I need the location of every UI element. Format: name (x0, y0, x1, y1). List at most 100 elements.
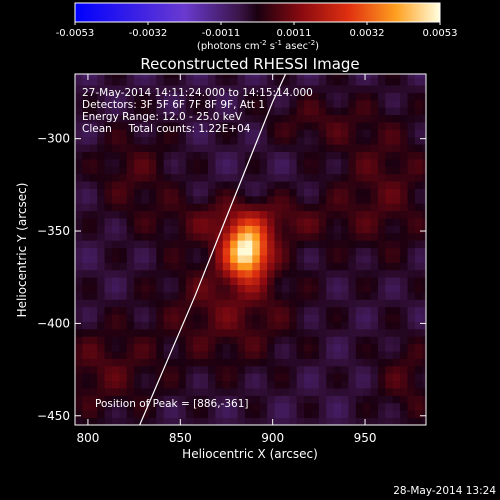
heatmap-cell (252, 373, 261, 382)
heatmap-cell (222, 284, 231, 293)
heatmap-cell (274, 328, 283, 337)
heatmap-cell (422, 85, 426, 93)
heatmap-cell (400, 173, 408, 182)
heatmap-cell (119, 92, 128, 101)
heatmap-cell (348, 107, 357, 116)
heatmap-cell (289, 85, 298, 93)
heatmap-cell (126, 188, 135, 197)
heatmap-cell (208, 240, 216, 249)
heatmap-cell (289, 136, 298, 145)
heatmap-cell (244, 225, 253, 234)
heatmap-cell (215, 328, 224, 337)
heatmap-cell (222, 262, 231, 271)
heatmap-cell (274, 210, 283, 219)
heatmap-cell (318, 232, 327, 241)
heatmap-cell (119, 299, 128, 308)
heatmap-cell (400, 380, 408, 389)
heatmap-cell (215, 291, 224, 300)
heatmap-cell (97, 144, 105, 152)
heatmap-cell (89, 181, 98, 189)
heatmap-cell (222, 277, 231, 285)
heatmap-cell (422, 92, 426, 101)
heatmap-cell (82, 351, 91, 359)
heatmap-cell (252, 336, 261, 345)
heatmap-cell (392, 136, 401, 145)
heatmap-cell (97, 410, 105, 419)
heatmap-cell (363, 314, 371, 322)
heatmap-cell (171, 158, 179, 167)
heatmap-cell (230, 299, 238, 308)
heatmap-cell (244, 262, 253, 271)
heatmap-cell (281, 373, 290, 382)
heatmap-cell (200, 410, 209, 419)
heatmap-cell (134, 85, 142, 93)
heatmap-cell (222, 225, 231, 234)
heatmap-cell (222, 358, 231, 367)
heatmap-cell (259, 74, 268, 79)
heatmap-cell (89, 410, 98, 419)
heatmap-cell (326, 74, 335, 79)
heatmap-cell (208, 225, 216, 234)
heatmap-cell (252, 218, 261, 226)
heatmap-cell (97, 306, 105, 315)
heatmap-cell (304, 417, 312, 425)
heatmap-cell (341, 284, 349, 293)
heatmap-cell (355, 107, 364, 116)
heatmap-cell (304, 365, 312, 374)
heatmap-cell (244, 365, 253, 374)
heatmap-cell (200, 181, 209, 189)
heatmap-cell (252, 365, 261, 374)
heatmap-cell (148, 402, 157, 411)
heatmap-cell (75, 380, 83, 389)
heatmap-cell (304, 321, 312, 330)
heatmap-cell (400, 136, 408, 145)
heatmap-cell (75, 203, 83, 212)
heatmap-cell (311, 365, 320, 374)
heatmap-cell (200, 92, 209, 101)
heatmap-cell (119, 77, 128, 86)
heatmap-cell (141, 74, 150, 79)
heatmap-cell (400, 195, 408, 204)
heatmap-cell (185, 277, 194, 285)
heatmap-cell (392, 336, 401, 345)
heatmap-cell (348, 380, 357, 389)
heatmap-cell (89, 343, 98, 352)
heatmap-cell (119, 240, 128, 249)
heatmap-cell (281, 85, 290, 93)
y-tick-label: −400 (37, 316, 70, 330)
heatmap-cell (274, 166, 283, 175)
heatmap-cell (341, 151, 349, 160)
heatmap-cell (267, 277, 275, 285)
heatmap-cell (311, 262, 320, 271)
heatmap-cell (355, 129, 364, 138)
heatmap-cell (392, 277, 401, 285)
heatmap-cell (178, 269, 187, 278)
heatmap-cell (222, 336, 231, 345)
heatmap-cell (400, 114, 408, 123)
heatmap-cell (237, 299, 246, 308)
heatmap-cell (134, 74, 142, 79)
heatmap-cell (341, 388, 349, 396)
heatmap-cell (274, 336, 283, 345)
heatmap-cell (89, 336, 98, 345)
heatmap-cell (111, 299, 120, 308)
heatmap-cell (163, 255, 172, 263)
heatmap-cell (333, 380, 342, 389)
heatmap-cell (422, 255, 426, 263)
heatmap-cell (178, 410, 187, 419)
heatmap-cell (363, 277, 371, 285)
heatmap-cell (148, 173, 157, 182)
heatmap-cell (193, 85, 202, 93)
heatmap-cell (156, 351, 165, 359)
heatmap-cell (341, 158, 349, 167)
heatmap-cell (75, 291, 83, 300)
heatmap-cell (370, 173, 379, 182)
heatmap-cell (193, 306, 202, 315)
heatmap-cell (267, 77, 275, 86)
heatmap-cell (134, 151, 142, 160)
heatmap-cell (281, 343, 290, 352)
heatmap-cell (200, 129, 209, 138)
heatmap-cell (296, 158, 305, 167)
heatmap-cell (200, 351, 209, 359)
heatmap-cell (267, 151, 275, 160)
